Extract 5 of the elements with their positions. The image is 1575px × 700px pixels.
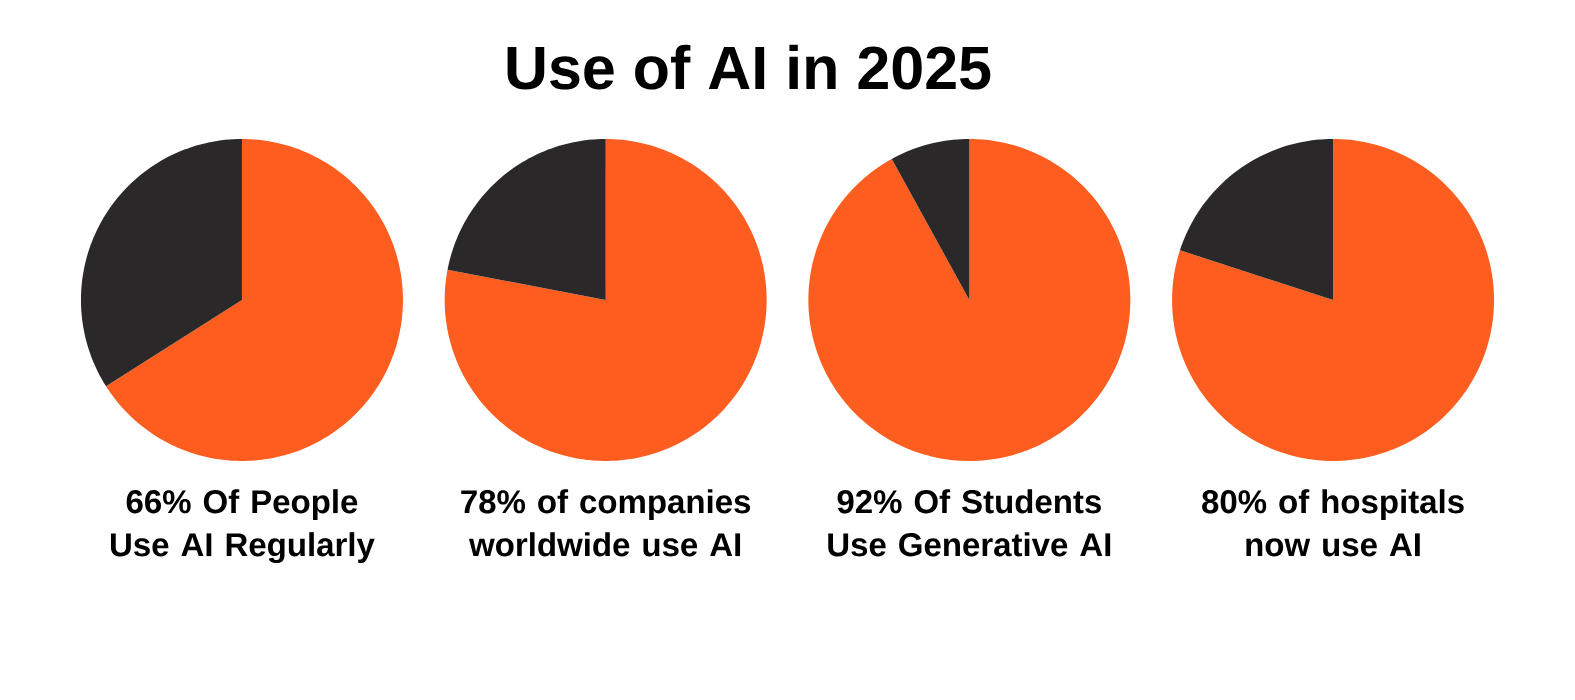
text: Use of AI in 2025 xyxy=(507,44,991,90)
text: 66% Of People Use AI Regularly xyxy=(110,489,375,564)
text: 80% of hospitals now use AI xyxy=(1202,489,1464,557)
text: 92% Of Students Use Generative AI xyxy=(828,489,1111,557)
text: 78% of companies worldwide use AI xyxy=(461,489,751,557)
